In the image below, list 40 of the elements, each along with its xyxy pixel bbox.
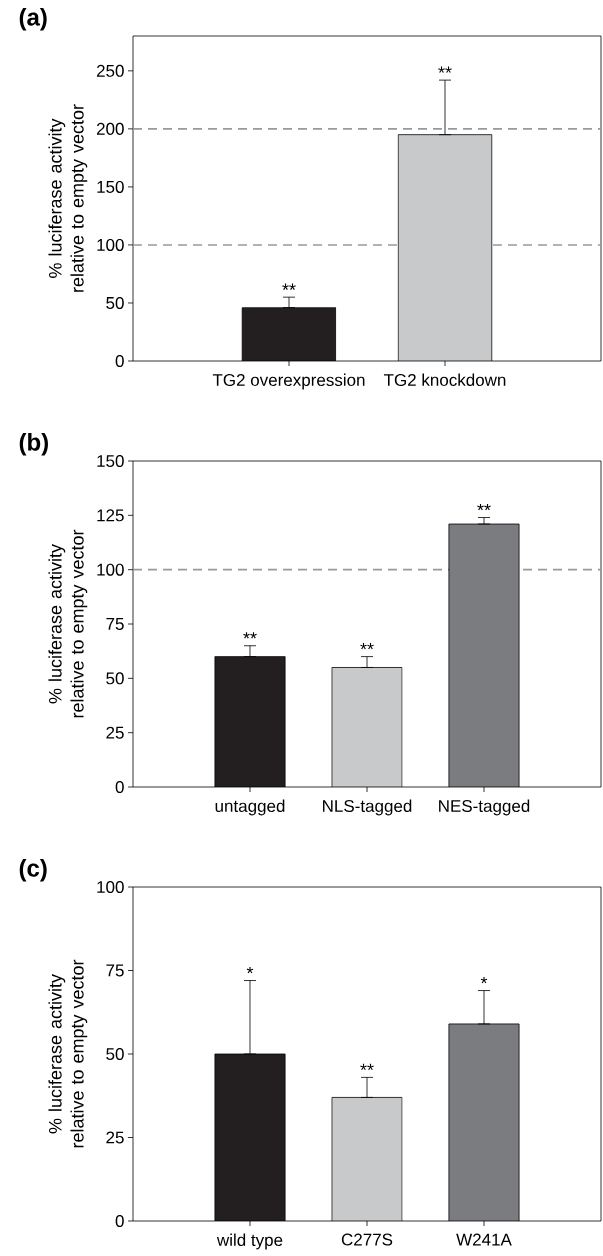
y-tick-label: 50 bbox=[106, 1047, 124, 1061]
annotation: ** bbox=[477, 503, 491, 511]
y-tick-label: 100 bbox=[97, 563, 124, 576]
annotation: ** bbox=[282, 283, 296, 290]
annotation: * bbox=[246, 966, 254, 974]
y-tick-label: 25 bbox=[106, 1131, 124, 1144]
y-tick-label: 0 bbox=[115, 1214, 124, 1228]
x-tick-label: wild type bbox=[216, 1233, 283, 1250]
chart-title: (c) bbox=[19, 859, 47, 882]
y-tick-label: 75 bbox=[106, 618, 124, 630]
y-tick-label: 0 bbox=[115, 354, 124, 368]
y-axis-title: % luciferase activity relative to empty vector bbox=[48, 104, 88, 292]
y-axis-title: % luciferase activity relative to empty vector bbox=[48, 529, 88, 718]
y-tick-label: 75 bbox=[106, 964, 124, 977]
x-tick-label: NLS-tagged bbox=[323, 799, 412, 816]
chart-title: (a) bbox=[19, 8, 47, 31]
y-tick-label: 25 bbox=[106, 726, 124, 739]
x-tick-label: TG2 overexpression bbox=[212, 373, 365, 390]
annotation: ** bbox=[243, 632, 257, 639]
y-tick-label: 150 bbox=[97, 180, 124, 193]
y-tick-label: 150 bbox=[97, 454, 124, 468]
annotation: ** bbox=[438, 66, 452, 73]
x-tick-label: NES-tagged bbox=[439, 799, 530, 816]
y-tick-label: 200 bbox=[96, 122, 124, 135]
y-tick-label: 50 bbox=[106, 296, 124, 309]
annotation: ** bbox=[360, 1063, 374, 1071]
y-tick-label: 0 bbox=[115, 780, 124, 794]
chart-title: (b) bbox=[19, 433, 48, 456]
y-tick-label: 50 bbox=[106, 672, 124, 685]
y-tick-label: 100 bbox=[97, 880, 124, 894]
y-tick-label: 125 bbox=[97, 509, 124, 522]
annotation: ** bbox=[360, 643, 374, 650]
x-tick-label: TG2 knockdown bbox=[383, 373, 506, 387]
x-tick-label: W241A bbox=[456, 1233, 512, 1246]
y-tick-label: 250 bbox=[96, 64, 124, 77]
y-axis-title: % luciferase activity relative to empty vector bbox=[48, 959, 88, 1148]
annotation: * bbox=[480, 976, 488, 984]
x-tick-label: untagged bbox=[215, 799, 285, 816]
y-tick-label: 100 bbox=[97, 238, 124, 251]
x-tick-label: C277S bbox=[341, 1233, 393, 1246]
